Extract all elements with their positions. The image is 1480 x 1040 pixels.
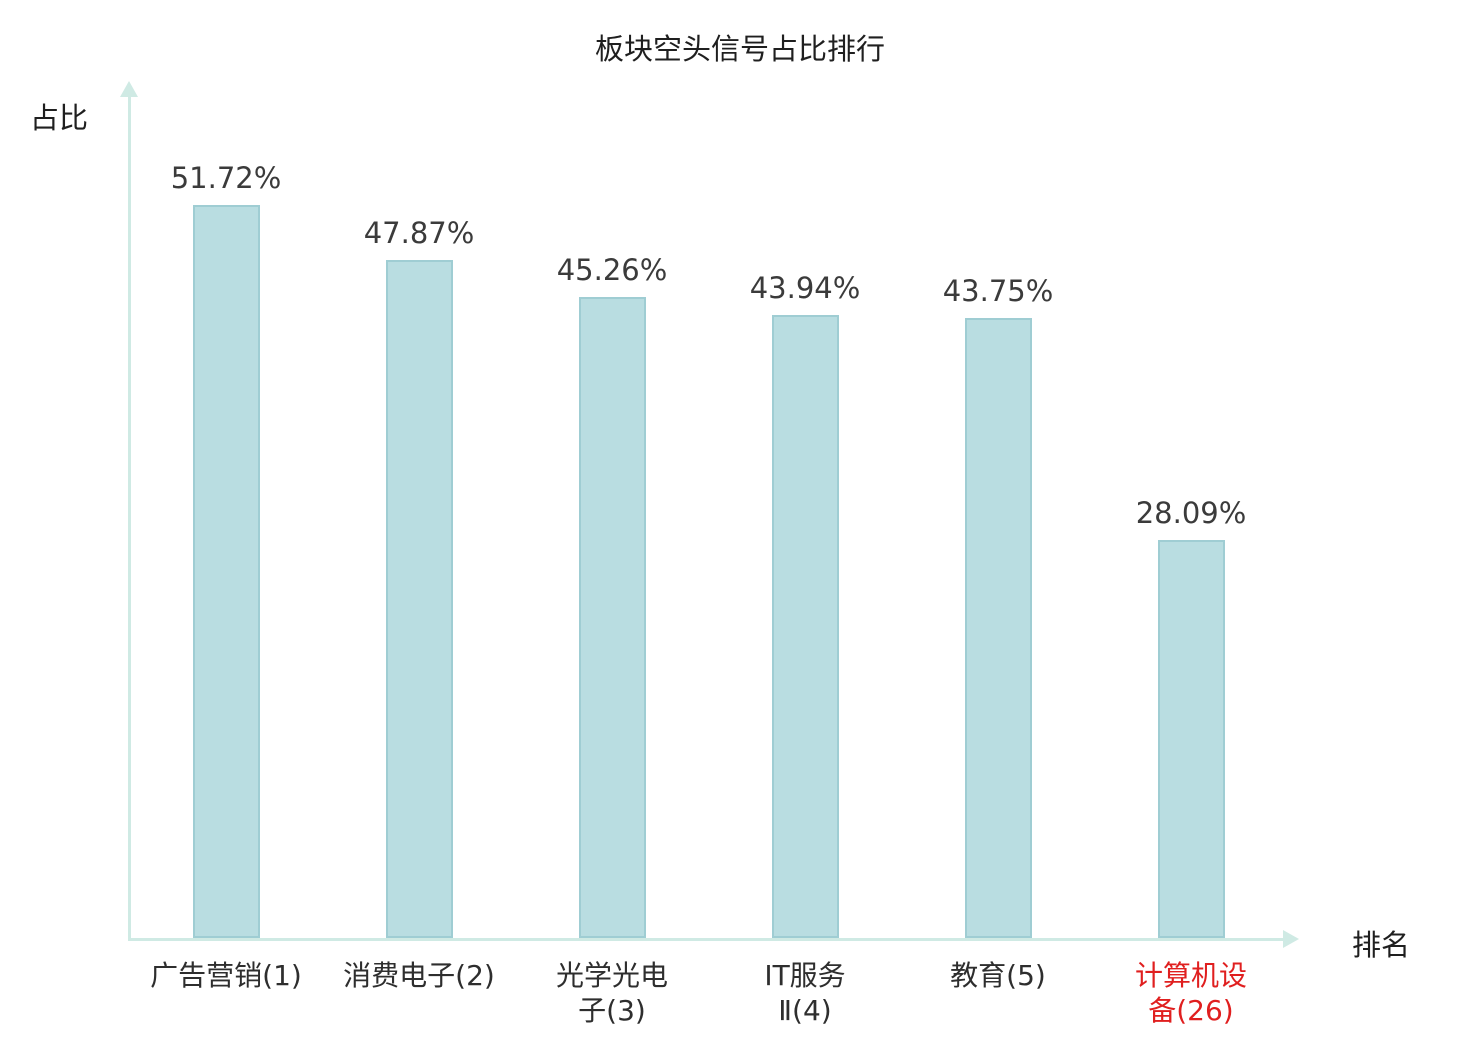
category-label: IT服务 Ⅱ(4) — [764, 959, 846, 1027]
category-label: 光学光电 子(3) — [555, 959, 668, 1027]
bar-value-label: 45.26% — [556, 253, 668, 287]
category-label: 消费电子(2) — [343, 959, 495, 992]
y-axis-label: 占比 — [30, 101, 89, 135]
bar-5 — [964, 318, 1032, 938]
chart-title: 板块空头信号占比排行 — [594, 32, 885, 66]
bar-6 — [1157, 540, 1225, 938]
y-axis-line — [128, 95, 131, 941]
category-label: 教育(5) — [950, 959, 1046, 992]
bar-value-label: 43.75% — [942, 274, 1054, 308]
bar-2 — [385, 260, 453, 938]
bar-value-label: 28.09% — [1135, 496, 1247, 530]
bar-value-label: 47.87% — [363, 216, 475, 250]
x-axis-line — [128, 938, 1285, 941]
bar-4 — [771, 315, 839, 938]
bar-3 — [578, 297, 646, 938]
bar-value-label: 51.72% — [170, 161, 282, 195]
bar-1 — [192, 205, 260, 938]
x-axis-arrow-icon — [1283, 930, 1299, 948]
x-axis-label: 排名 — [1352, 928, 1411, 962]
category-label: 广告营销(1) — [150, 959, 302, 992]
y-axis-arrow-icon — [120, 81, 138, 97]
bar-value-label: 43.94% — [749, 271, 861, 305]
category-label: 计算机设 备(26) — [1134, 959, 1247, 1027]
